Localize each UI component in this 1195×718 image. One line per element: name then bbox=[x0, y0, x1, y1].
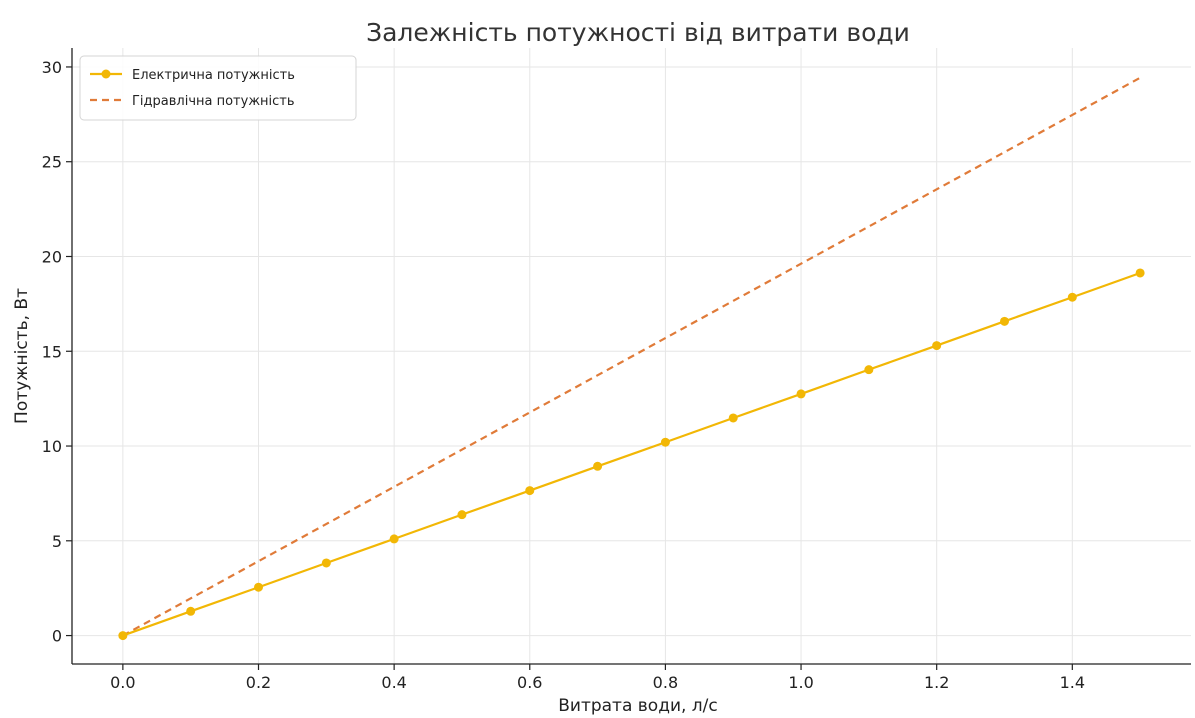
x-axis-ticks: 0.0 0.2 0.4 0.6 0.8 1.0 1.2 1.4 bbox=[110, 664, 1085, 692]
x-tick-label: 1.0 bbox=[788, 673, 813, 692]
data-point bbox=[728, 413, 738, 423]
x-tick-label: 0.4 bbox=[381, 673, 406, 692]
series-line-1 bbox=[122, 76, 1141, 637]
legend-label: Гідравлічна потужність bbox=[132, 94, 295, 109]
y-tick-label: 30 bbox=[42, 58, 62, 77]
x-tick-label: 1.2 bbox=[924, 673, 949, 692]
data-point bbox=[118, 631, 128, 641]
x-tick-label: 0.2 bbox=[246, 673, 271, 692]
x-axis-label: Витрата води, л/с bbox=[558, 696, 718, 716]
y-axis-ticks: 0 5 10 15 20 25 30 bbox=[42, 58, 72, 646]
chart-title: Залежність потужності від витрати води bbox=[366, 18, 910, 47]
y-tick-label: 20 bbox=[42, 247, 62, 266]
y-tick-label: 25 bbox=[42, 153, 62, 172]
legend-marker bbox=[101, 69, 111, 79]
x-tick-label: 1.4 bbox=[1060, 673, 1085, 692]
series-layer bbox=[118, 76, 1145, 641]
legend: Електрична потужність Гідравлічна потужні… bbox=[79, 55, 357, 121]
x-tick-label: 0.8 bbox=[653, 673, 678, 692]
data-point bbox=[254, 582, 263, 592]
data-point bbox=[796, 389, 806, 399]
data-point bbox=[186, 606, 196, 616]
x-tick-label: 0.0 bbox=[110, 673, 135, 692]
data-point bbox=[660, 437, 670, 447]
data-point bbox=[1135, 268, 1145, 278]
data-point bbox=[1067, 292, 1077, 302]
data-point bbox=[1000, 316, 1009, 326]
data-point bbox=[321, 558, 331, 568]
y-tick-label: 5 bbox=[52, 532, 62, 551]
y-tick-label: 10 bbox=[42, 437, 62, 456]
y-axis-label: Потужність, Вт bbox=[12, 288, 32, 424]
data-point bbox=[932, 341, 942, 351]
grid bbox=[72, 48, 1191, 664]
data-point bbox=[593, 461, 603, 471]
legend-box bbox=[79, 55, 357, 121]
x-tick-label: 0.6 bbox=[517, 673, 542, 692]
series-line-0 bbox=[122, 271, 1141, 637]
legend-label: Електрична потужність bbox=[132, 68, 295, 83]
y-tick-label: 15 bbox=[42, 342, 62, 361]
data-point bbox=[457, 510, 467, 520]
data-point bbox=[864, 365, 874, 375]
data-point bbox=[389, 534, 399, 544]
data-point bbox=[525, 486, 535, 496]
y-tick-label: 0 bbox=[52, 627, 62, 646]
